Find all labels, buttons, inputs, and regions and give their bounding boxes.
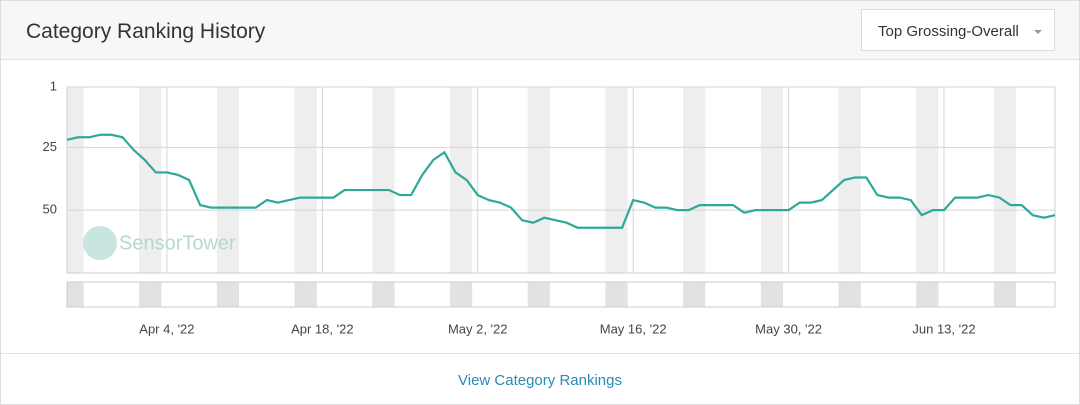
weekend-band	[916, 87, 928, 273]
navigator-band	[72, 282, 84, 307]
x-tick-label: May 30, '22	[755, 321, 822, 336]
x-tick-label: Apr 4, '22	[139, 321, 194, 336]
weekend-band	[449, 87, 462, 273]
view-link[interactable]: View Category Rankings	[458, 372, 622, 389]
navigator-band	[383, 282, 395, 307]
x-tick-label: Jun 13, '22	[912, 321, 975, 336]
navigator-band	[449, 282, 462, 307]
navigator-band	[760, 282, 772, 307]
weekend-band	[139, 87, 151, 273]
y-tick-label: 25	[43, 139, 57, 154]
navigator-band	[372, 282, 384, 307]
footer: View Category Rankings	[1, 353, 1079, 404]
x-tick-label: May 16, '22	[600, 321, 667, 336]
navigator-band	[694, 282, 706, 307]
weekend-band	[694, 87, 706, 273]
weekend-band	[771, 87, 784, 273]
navigator-band	[993, 282, 1006, 307]
navigator-band	[838, 282, 850, 307]
weekend-band	[150, 87, 162, 273]
weekend-band	[383, 87, 395, 273]
navigator-band	[527, 282, 539, 307]
watermark: SensorTower	[119, 232, 236, 254]
watermark-logo	[83, 226, 117, 260]
navigator-band	[67, 282, 73, 307]
navigator-band	[616, 282, 628, 307]
title: Category Ranking History	[26, 20, 266, 43]
navigator-band	[927, 282, 939, 307]
y-tick-label: 50	[43, 202, 57, 217]
weekend-band	[993, 87, 1006, 273]
navigator-band	[916, 282, 928, 307]
navigator-band	[683, 282, 695, 307]
weekend-band	[683, 87, 695, 273]
weekend-band	[294, 87, 306, 273]
weekend-band	[760, 87, 772, 273]
navigator-band	[538, 282, 550, 307]
weekend-band	[305, 87, 317, 273]
weekend-band	[1005, 87, 1017, 273]
weekend-band	[67, 87, 73, 273]
chart: 1 25 50 Apr 4, '22 Apr 18, '22 May 2, '22 May …	[43, 78, 1056, 336]
dropdown-label: Top Grossing-Overall	[878, 23, 1019, 40]
navigator-frame	[66, 281, 1056, 308]
navigator-band	[461, 282, 473, 307]
navigator-band	[771, 282, 784, 307]
weekend-band	[372, 87, 384, 273]
weekend-band	[216, 87, 228, 273]
caret	[1034, 30, 1042, 38]
navigator-band	[150, 282, 162, 307]
navigator-band	[294, 282, 306, 307]
navigator-band	[1005, 282, 1017, 307]
line	[66, 133, 1056, 229]
weekend-band	[605, 87, 617, 273]
weekend-band	[616, 87, 628, 273]
navigator-band	[216, 282, 228, 307]
weekend-band	[538, 87, 550, 273]
weekend-band	[227, 87, 240, 273]
weekend-band	[527, 87, 539, 273]
x-tick-label: May 2, '22	[448, 321, 508, 336]
navigator-band	[849, 282, 861, 307]
navigator-band	[605, 282, 617, 307]
dropdown[interactable]: Top Grossing-Overall	[861, 9, 1055, 51]
y-tick-label: 1	[50, 78, 57, 93]
weekend-band	[72, 87, 84, 273]
weekend-band	[927, 87, 939, 273]
x-tick-label: Apr 18, '22	[291, 321, 353, 336]
header: Category Ranking History Top Grossing-Ov…	[1, 1, 1079, 60]
navigator-band	[139, 282, 151, 307]
navigator-band	[227, 282, 240, 307]
weekend-band	[849, 87, 861, 273]
navigator-band	[305, 282, 317, 307]
